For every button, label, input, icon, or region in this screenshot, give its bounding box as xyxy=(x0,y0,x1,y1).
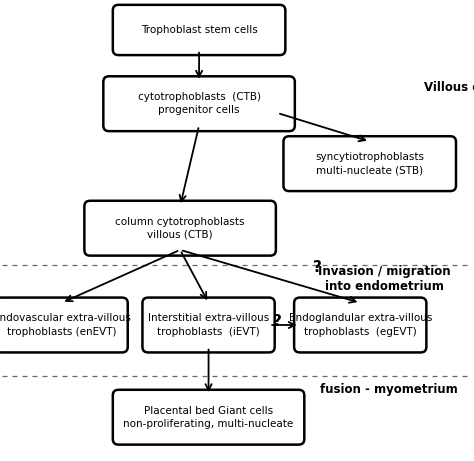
Text: Endovascular extra-villous
trophoblasts (enEVT): Endovascular extra-villous trophoblasts … xyxy=(0,313,130,337)
Text: Interstitial extra-villous
trophoblasts  (iEVT): Interstitial extra-villous trophoblasts … xyxy=(148,313,269,337)
Text: Placental bed Giant cells
non-proliferating, multi-nucleate: Placental bed Giant cells non-proliferat… xyxy=(123,406,294,429)
Text: syncytiotrophoblasts
multi-nucleate (STB): syncytiotrophoblasts multi-nucleate (STB… xyxy=(315,152,424,175)
FancyBboxPatch shape xyxy=(113,390,304,444)
Text: ?: ? xyxy=(313,260,322,275)
Text: ?: ? xyxy=(273,314,282,329)
Text: cytotrophoblasts  (CTB)
progenitor cells: cytotrophoblasts (CTB) progenitor cells xyxy=(137,92,261,115)
FancyBboxPatch shape xyxy=(283,136,456,191)
Text: fusion - myometrium: fusion - myometrium xyxy=(320,383,457,396)
FancyBboxPatch shape xyxy=(0,298,128,352)
Text: column cytotrophoblasts
villous (CTB): column cytotrophoblasts villous (CTB) xyxy=(115,217,245,240)
Text: Endoglandular extra-villous
trophoblasts  (egEVT): Endoglandular extra-villous trophoblasts… xyxy=(289,313,432,337)
FancyBboxPatch shape xyxy=(103,76,295,131)
Text: Trophoblast stem cells: Trophoblast stem cells xyxy=(141,25,257,35)
FancyBboxPatch shape xyxy=(113,5,285,55)
FancyBboxPatch shape xyxy=(294,298,427,352)
Text: Villous epithelium: Villous epithelium xyxy=(424,81,474,94)
Text: Invasion / migration
into endometrium: Invasion / migration into endometrium xyxy=(318,265,450,293)
FancyBboxPatch shape xyxy=(84,201,276,255)
FancyBboxPatch shape xyxy=(142,298,274,352)
